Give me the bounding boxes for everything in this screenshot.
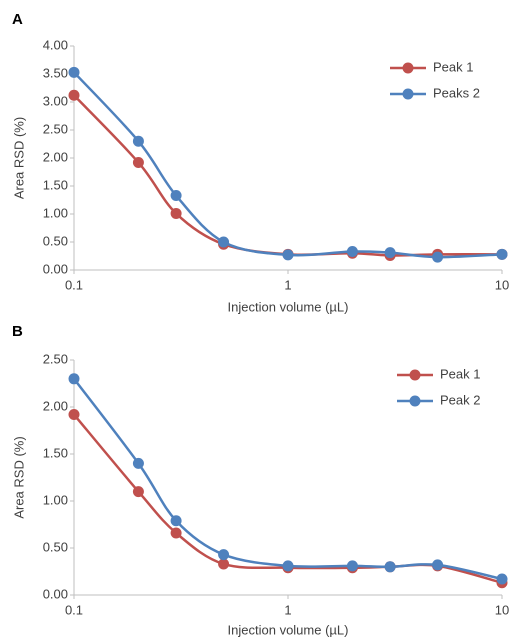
legend-label: Peak 1 bbox=[440, 366, 480, 381]
data-point bbox=[432, 251, 444, 263]
data-point bbox=[496, 573, 508, 585]
legend-label: Peak 1 bbox=[433, 59, 473, 74]
y-tick-label: 0.50 bbox=[43, 233, 68, 248]
x-tick-label: 1 bbox=[284, 602, 291, 617]
legend-label: Peaks 2 bbox=[433, 85, 480, 100]
y-tick-label: 1.50 bbox=[43, 177, 68, 192]
data-point bbox=[68, 409, 80, 421]
legend-marker bbox=[409, 369, 421, 381]
x-tick-label: 0.1 bbox=[65, 277, 83, 292]
data-point bbox=[346, 246, 358, 258]
data-point bbox=[218, 558, 230, 570]
x-tick-label: 1 bbox=[284, 277, 291, 292]
y-tick-label: 3.50 bbox=[43, 65, 68, 80]
y-tick-label: 2.00 bbox=[43, 149, 68, 164]
data-point bbox=[68, 66, 80, 78]
y-tick-label: 1.00 bbox=[43, 492, 68, 507]
data-point bbox=[170, 190, 182, 202]
data-point bbox=[346, 560, 358, 572]
x-tick-label: 0.1 bbox=[65, 602, 83, 617]
series-line bbox=[73, 94, 503, 257]
y-tick-label: 3.00 bbox=[43, 93, 68, 108]
y-axis-label: Area RSD (%) bbox=[11, 436, 26, 518]
y-tick-label: 0.50 bbox=[43, 539, 68, 554]
y-tick-label: 0.00 bbox=[43, 261, 68, 276]
data-point bbox=[170, 527, 182, 539]
x-axis-label: Injection volume (µL) bbox=[228, 622, 349, 637]
data-point bbox=[282, 249, 294, 261]
y-tick-label: 4.00 bbox=[43, 37, 68, 52]
legend-marker bbox=[402, 62, 414, 74]
data-point bbox=[218, 549, 230, 561]
legend-label: Peak 2 bbox=[440, 392, 480, 407]
data-point bbox=[132, 135, 144, 147]
data-point bbox=[384, 561, 396, 573]
panel-label: A bbox=[12, 11, 23, 28]
series-line bbox=[73, 378, 503, 581]
data-point bbox=[432, 559, 444, 571]
panel-label: B bbox=[12, 323, 23, 340]
y-tick-label: 2.50 bbox=[43, 121, 68, 136]
series-line bbox=[73, 413, 503, 584]
y-tick-label: 1.50 bbox=[43, 445, 68, 460]
data-point bbox=[282, 560, 294, 572]
y-axis-label: Area RSD (%) bbox=[11, 117, 26, 199]
data-point bbox=[384, 247, 396, 259]
y-tick-label: 1.00 bbox=[43, 205, 68, 220]
y-tick-label: 2.50 bbox=[43, 351, 68, 366]
data-point bbox=[170, 207, 182, 219]
x-axis-label: Injection volume (µL) bbox=[228, 299, 349, 314]
data-point bbox=[132, 156, 144, 168]
y-tick-label: 2.00 bbox=[43, 398, 68, 413]
data-point bbox=[496, 248, 508, 260]
legend-marker bbox=[409, 395, 421, 407]
data-point bbox=[170, 515, 182, 527]
y-tick-label: 0.00 bbox=[43, 586, 68, 601]
legend-marker bbox=[402, 88, 414, 100]
data-point bbox=[68, 373, 80, 385]
x-tick-label: 10 bbox=[495, 277, 509, 292]
data-point bbox=[218, 236, 230, 248]
data-point bbox=[132, 486, 144, 498]
data-point bbox=[132, 457, 144, 469]
x-tick-label: 10 bbox=[495, 602, 509, 617]
data-point bbox=[68, 89, 80, 101]
